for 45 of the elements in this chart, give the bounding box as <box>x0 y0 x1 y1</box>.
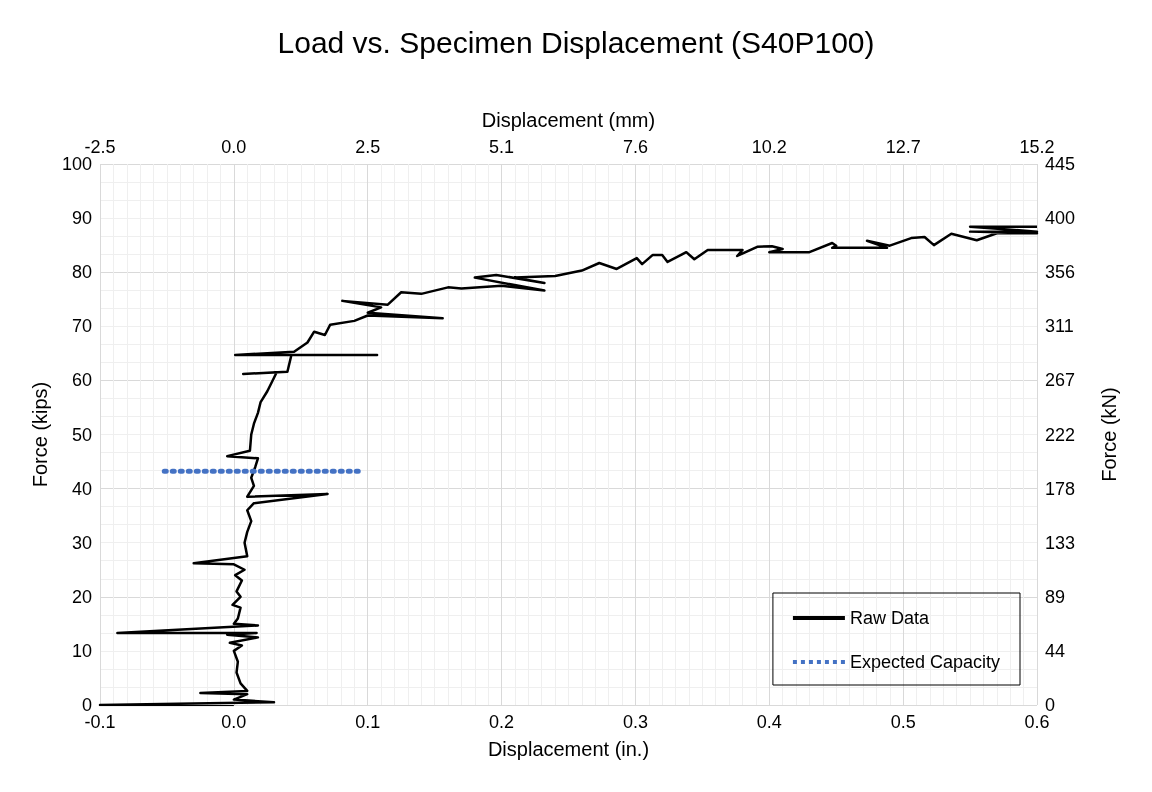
x-axis-title: Displacement (in.) <box>487 738 650 760</box>
y2-tick-label: 400 <box>1045 208 1076 229</box>
x2-tick-label: 12.7 <box>885 137 921 157</box>
y-axis-title: Force (kips) <box>29 381 51 488</box>
x-tick-label: 0.3 <box>622 712 648 732</box>
x2-tick-label: 7.6 <box>622 137 648 157</box>
x2-tick-label: 10.2 <box>751 137 787 157</box>
x2-tick-label: 15.2 <box>1019 137 1055 157</box>
y2-tick-label: 178 <box>1045 478 1076 499</box>
x-tick-label: 0.5 <box>890 712 916 732</box>
y-tick-label: 40 <box>71 478 92 499</box>
legend-label: Raw Data <box>849 608 930 628</box>
y2-tick-label: 445 <box>1045 154 1076 174</box>
y-tick-label: 10 <box>71 640 92 661</box>
y-tick-label: 0 <box>81 695 92 715</box>
y-tick-label: 60 <box>71 370 92 391</box>
x-tick-label: 0.1 <box>355 712 381 732</box>
y2-tick-label: 0 <box>1045 695 1056 715</box>
y2-axis-title: Force (kN) <box>1098 387 1120 482</box>
y2-tick-label: 311 <box>1045 316 1074 337</box>
y2-tick-label: 267 <box>1045 370 1076 391</box>
y-tick-label: 20 <box>71 586 92 607</box>
x2-tick-label: -2.5 <box>84 137 116 157</box>
y2-tick-label: 222 <box>1045 424 1076 445</box>
x-tick-label: 0.4 <box>756 712 782 732</box>
chart-title: Load vs. Specimen Displacement (S40P100) <box>277 25 875 59</box>
x2-tick-label: 5.1 <box>489 137 515 157</box>
y-tick-label: 70 <box>71 316 92 337</box>
y2-tick-label: 89 <box>1045 586 1066 607</box>
x2-tick-label: 2.5 <box>355 137 381 157</box>
y2-tick-label: 356 <box>1045 262 1076 283</box>
x-tick-label: 0.0 <box>221 712 247 732</box>
y-tick-label: 90 <box>71 208 92 229</box>
legend-label: Expected Capacity <box>849 652 1001 672</box>
y-tick-label: 50 <box>71 424 92 445</box>
y-tick-label: 80 <box>71 262 92 283</box>
x-tick-label: -0.1 <box>84 712 116 732</box>
x-tick-label: 0.6 <box>1024 712 1050 732</box>
x-tick-label: 0.2 <box>489 712 515 732</box>
y2-tick-label: 44 <box>1045 640 1066 661</box>
y-tick-label: 100 <box>61 154 92 174</box>
x2-axis-title: Displacement (mm) <box>481 109 656 131</box>
x2-tick-label: 0.0 <box>221 137 247 157</box>
y2-tick-label: 133 <box>1045 532 1076 553</box>
y-tick-label: 30 <box>71 532 92 553</box>
